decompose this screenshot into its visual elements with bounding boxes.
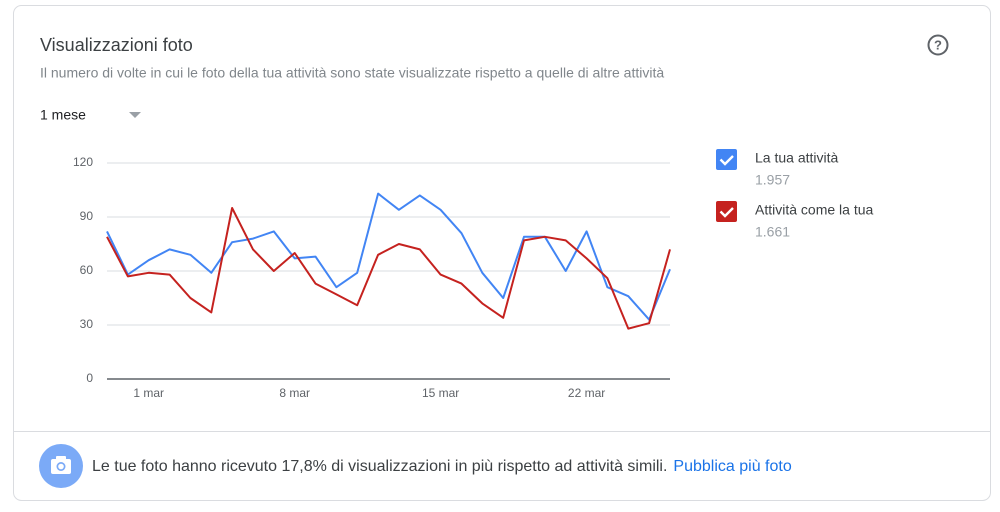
legend-checkbox[interactable]: [716, 201, 737, 222]
help-circle: [927, 34, 949, 56]
x-tick-label: 8 mar: [279, 386, 310, 400]
series-line: [106, 192, 671, 321]
y-tick-label: 60: [80, 263, 94, 277]
card: [13, 5, 991, 501]
period-label: 1 mese: [40, 107, 86, 123]
footer-link[interactable]: Pubblica più foto: [673, 458, 791, 475]
legend-name: La tua attività: [755, 150, 838, 166]
legend-checkbox[interactable]: [716, 149, 737, 170]
series-line: [106, 207, 671, 330]
checkbox-box: [716, 201, 737, 222]
camera-top: [56, 456, 66, 460]
card-title: Visualizzazioni foto: [40, 35, 193, 55]
footer-text: Le tue foto hanno ricevuto 17,8% di visu…: [92, 458, 792, 475]
y-tick-label: 30: [80, 317, 94, 331]
y-tick-label: 0: [86, 371, 93, 385]
chart: 0 30 60 90 120 1 mar 8 mar 15 mar 22 mar La tua a…: [73, 149, 873, 400]
y-tick-label: 120: [73, 155, 93, 169]
footer-message: Le tue foto hanno ricevuto 17,8% di visu…: [92, 458, 667, 475]
x-tick-label: 15 mar: [422, 386, 459, 400]
subtitle: Il numero di volte in cui le foto della …: [40, 65, 664, 81]
x-tick-label: 22 mar: [568, 386, 605, 400]
checkbox-box: [716, 149, 737, 170]
help-mark: ?: [934, 37, 942, 52]
y-tick-label: 90: [80, 209, 94, 223]
legend-name: Attività come la tua: [755, 202, 873, 218]
help-icon[interactable]: ?: [927, 34, 949, 56]
camera-lens-inner: [58, 463, 64, 470]
x-tick-label: 1 mar: [133, 386, 164, 400]
legend-total: 1.957: [755, 172, 790, 188]
checkbox-check: [719, 207, 734, 218]
period-dropdown[interactable]: 1 mese: [40, 107, 141, 123]
camera-icon: [51, 456, 71, 474]
dropdown-arrow: [129, 112, 141, 118]
legend-total: 1.661: [755, 224, 790, 240]
checkbox-check: [719, 155, 734, 166]
